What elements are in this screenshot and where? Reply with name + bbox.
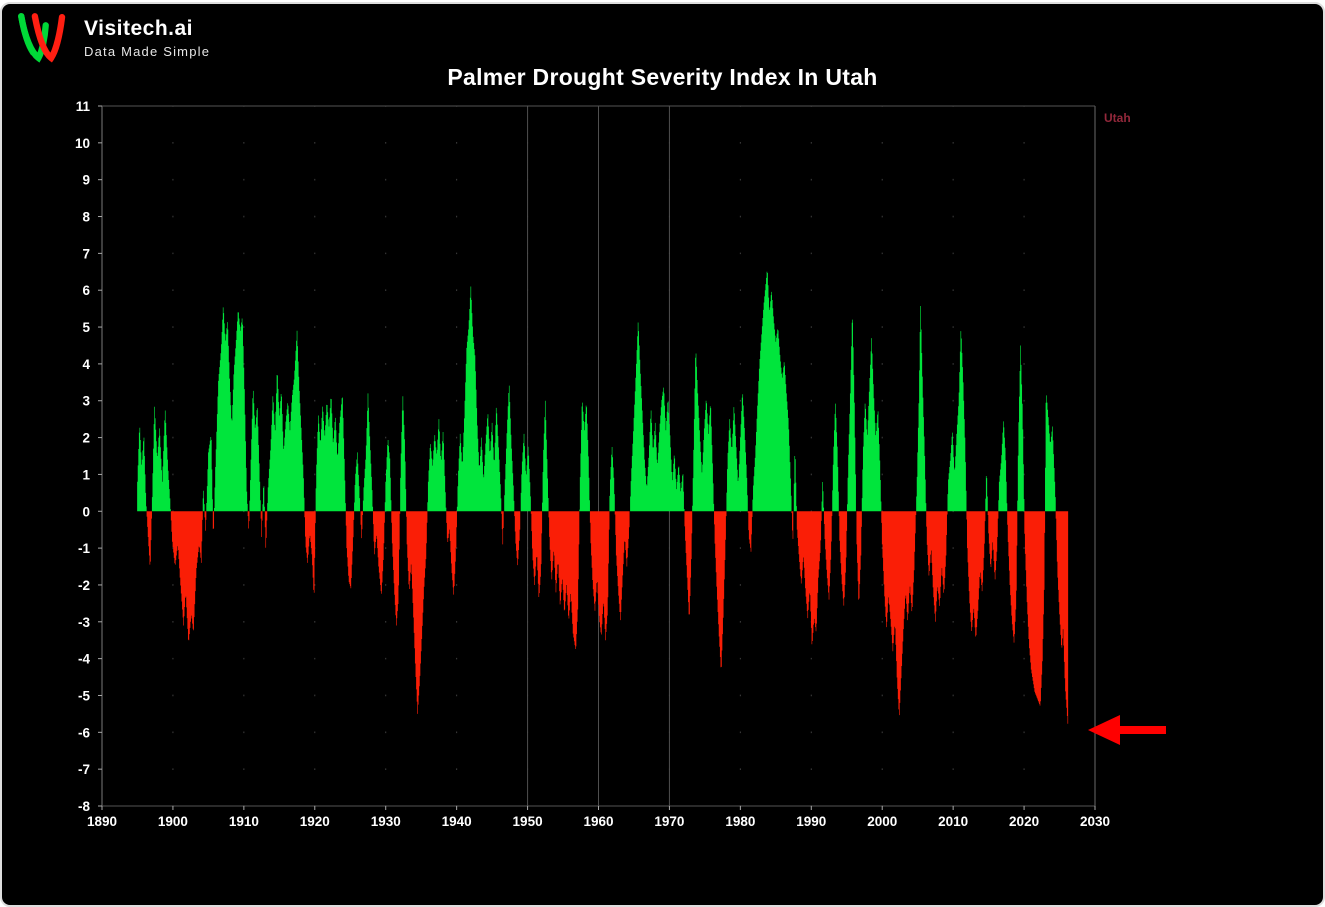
svg-text:2020: 2020 (1009, 814, 1039, 829)
svg-text:-7: -7 (78, 762, 90, 777)
svg-text:-5: -5 (78, 688, 90, 703)
svg-text:1890: 1890 (87, 814, 117, 829)
svg-text:8: 8 (82, 210, 90, 225)
svg-text:1900: 1900 (158, 814, 188, 829)
brand-text-block: Visitech.ai Data Made Simple (84, 17, 210, 58)
svg-text:1920: 1920 (300, 814, 330, 829)
svg-text:-4: -4 (78, 652, 90, 667)
svg-text:-8: -8 (78, 799, 90, 814)
svg-text:10: 10 (75, 136, 90, 151)
legend-label-utah: Utah (1104, 111, 1131, 125)
svg-text:2030: 2030 (1080, 814, 1110, 829)
annotation-arrow-icon (1088, 715, 1166, 745)
svg-text:-1: -1 (78, 541, 90, 556)
svg-text:1990: 1990 (796, 814, 826, 829)
chart-title: Palmer Drought Severity Index In Utah (447, 64, 878, 90)
svg-text:1: 1 (82, 467, 90, 482)
svg-text:3: 3 (82, 394, 90, 409)
svg-text:6: 6 (82, 283, 90, 298)
brand-tagline: Data Made Simple (84, 43, 211, 59)
svg-text:1910: 1910 (229, 814, 259, 829)
svg-text:1960: 1960 (583, 814, 613, 829)
visitech-logo-icon (18, 13, 66, 63)
svg-text:-6: -6 (78, 725, 90, 740)
svg-text:2010: 2010 (938, 814, 968, 829)
svg-text:1980: 1980 (725, 814, 755, 829)
svg-text:9: 9 (82, 173, 90, 188)
svg-text:5: 5 (82, 320, 90, 335)
svg-text:1950: 1950 (513, 814, 543, 829)
svg-text:-3: -3 (78, 615, 90, 630)
brand-logo: Visitech.ai Data Made Simple (14, 11, 210, 65)
svg-text:1940: 1940 (442, 814, 472, 829)
brand-name: Visitech.ai (84, 17, 194, 41)
series-bars (137, 271, 1069, 724)
svg-text:4: 4 (82, 357, 90, 372)
svg-text:2: 2 (82, 431, 90, 446)
svg-text:1930: 1930 (371, 814, 401, 829)
svg-text:0: 0 (82, 504, 90, 519)
svg-text:11: 11 (76, 99, 91, 114)
svg-text:7: 7 (82, 246, 90, 261)
svg-text:1970: 1970 (654, 814, 684, 829)
svg-text:-2: -2 (78, 578, 90, 593)
svg-text:2000: 2000 (867, 814, 897, 829)
